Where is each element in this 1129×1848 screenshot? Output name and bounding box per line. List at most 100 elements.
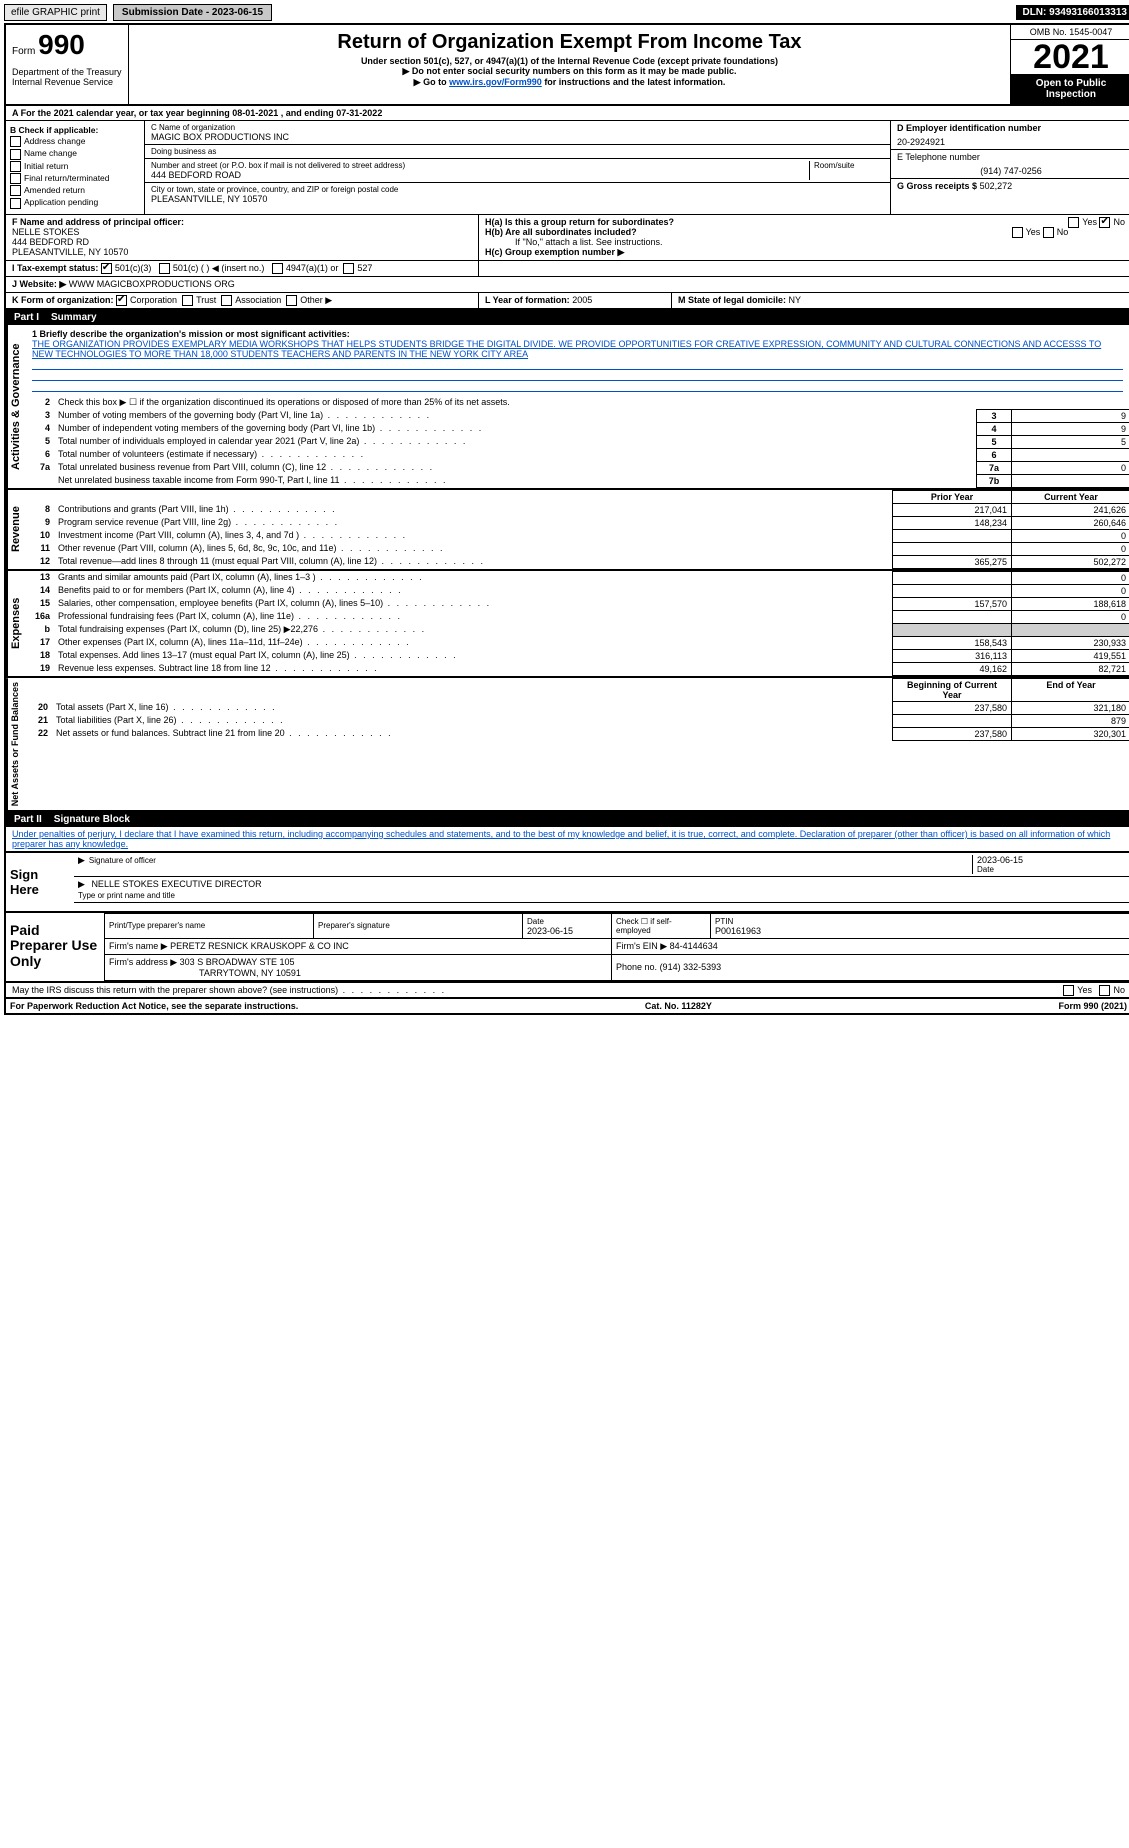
ein-value: 20-2924921 (897, 137, 1125, 147)
irs-link[interactable]: www.irs.gov/Form990 (449, 77, 542, 87)
cat-no: Cat. No. 11282Y (645, 1001, 712, 1011)
table-row: 7aTotal unrelated business revenue from … (24, 461, 1129, 474)
cb-4947[interactable] (272, 263, 283, 274)
hc-label: H(c) Group exemption number ▶ (485, 247, 1125, 258)
table-row: 11Other revenue (Part VIII, column (A), … (24, 542, 1129, 555)
sig-officer-label: Signature of officer (89, 856, 156, 865)
part-i-title: Summary (51, 312, 97, 323)
pra-notice: For Paperwork Reduction Act Notice, see … (10, 1001, 298, 1011)
i-label: I Tax-exempt status: (12, 263, 98, 273)
box-b-label: B Check if applicable: (10, 125, 140, 135)
firm-name: PERETZ RESNICK KRAUSKOPF & CO INC (170, 941, 349, 951)
vlabel-expenses: Expenses (6, 571, 24, 676)
table-row: 18Total expenses. Add lines 13–17 (must … (24, 649, 1129, 662)
cb-501c3[interactable] (101, 263, 112, 274)
governance-table: 2Check this box ▶ ☐ if the organization … (24, 396, 1129, 409)
h-date: Date (527, 917, 544, 926)
table-row: 17Other expenses (Part IX, column (A), l… (24, 636, 1129, 649)
table-row: Net unrelated business taxable income fr… (24, 474, 1129, 487)
section-b-c-d: B Check if applicable: Address change Na… (6, 121, 1129, 215)
part-ii-title: Signature Block (54, 814, 130, 825)
row-f-h: F Name and address of principal officer:… (6, 215, 1129, 261)
part-i-header: Part I Summary (6, 310, 1129, 325)
cb-assoc[interactable] (221, 295, 232, 306)
table-row: 10Investment income (Part VIII, column (… (24, 529, 1129, 542)
subtitle-1: Under section 501(c), 527, or 4947(a)(1)… (133, 56, 1006, 66)
officer-addr: 444 BEDFORD RD (12, 237, 472, 247)
gross-value: 502,272 (980, 181, 1013, 191)
m-value: NY (789, 295, 802, 305)
ptin: P00161963 (715, 926, 761, 936)
box-c: C Name of organization MAGIC BOX PRODUCT… (145, 121, 890, 214)
mission-text[interactable]: THE ORGANIZATION PROVIDES EXEMPLARY MEDI… (32, 339, 1123, 359)
cb-527[interactable] (343, 263, 354, 274)
sign-here-label: Sign Here (6, 853, 74, 911)
form-prefix: Form (12, 46, 35, 57)
col-end: End of Year (1012, 678, 1129, 701)
col-begin: Beginning of Current Year (893, 678, 1012, 701)
hb-note: If "No," attach a list. See instructions… (485, 237, 1125, 247)
firm-addr-label: Firm's address ▶ (109, 957, 177, 967)
firm-addr1: 303 S BROADWAY STE 105 (180, 957, 295, 967)
k-label: K Form of organization: (12, 295, 114, 305)
hb-no-cb[interactable] (1043, 227, 1054, 238)
table-row: 8Contributions and grants (Part VIII, li… (24, 503, 1129, 516)
cb-corp[interactable] (116, 295, 127, 306)
table-row: 15Salaries, other compensation, employee… (24, 597, 1129, 610)
table-row: 21Total liabilities (Part X, line 26)879 (22, 714, 1129, 727)
cb-pending: Application pending (10, 197, 140, 208)
row-k-l-m: K Form of organization: Corporation Trus… (6, 293, 1129, 310)
subtitle-3-post: for instructions and the latest informat… (544, 77, 725, 87)
name-title-label: Type or print name and title (78, 891, 175, 900)
firm-name-label: Firm's name ▶ (109, 941, 168, 951)
hb-label: H(b) Are all subordinates included? (485, 227, 637, 237)
line2: Check this box ▶ ☐ if the organization d… (54, 396, 1129, 409)
topbar: efile GRAPHIC print Submission Date - 20… (4, 4, 1129, 21)
submission-date-button[interactable]: Submission Date - 2023-06-15 (113, 4, 272, 21)
discuss-no-cb[interactable] (1099, 985, 1110, 996)
paid-preparer-block: Paid Preparer Use Only Print/Type prepar… (6, 911, 1129, 983)
ha-yes-cb[interactable] (1068, 217, 1079, 228)
ha-label: H(a) Is this a group return for subordin… (485, 217, 674, 227)
table-row: 9Program service revenue (Part VIII, lin… (24, 516, 1129, 529)
governance-block: Activities & Governance 1 Briefly descri… (6, 325, 1129, 490)
website: WWW MAGICBOXPRODUCTIONS ORG (69, 279, 235, 289)
hb-yes-cb[interactable] (1012, 227, 1023, 238)
discuss-row: May the IRS discuss this return with the… (6, 983, 1129, 999)
h-name: Print/Type preparer's name (105, 913, 314, 938)
cb-trust[interactable] (182, 295, 193, 306)
cb-amended: Amended return (10, 185, 140, 196)
discuss-q: May the IRS discuss this return with the… (12, 985, 446, 995)
dept-label: Department of the Treasury Internal Reve… (6, 65, 128, 104)
col-current: Current Year (1012, 490, 1129, 503)
table-row: 22Net assets or fund balances. Subtract … (22, 727, 1129, 740)
expenses-block: Expenses 13Grants and similar amounts pa… (6, 571, 1129, 678)
paid-label: Paid Preparer Use Only (6, 913, 104, 981)
table-row: 20Total assets (Part X, line 16)237,5803… (22, 701, 1129, 714)
paid-phone-label: Phone no. (616, 962, 657, 972)
cb-other[interactable] (286, 295, 297, 306)
sign-here-block: Sign Here Signature of officer 2023-06-1… (6, 851, 1129, 911)
h-check: Check ☐ if self-employed (612, 913, 711, 938)
form-ref: Form 990 (2021) (1058, 1001, 1127, 1011)
org-name: MAGIC BOX PRODUCTIONS INC (151, 132, 884, 142)
discuss-yes-cb[interactable] (1063, 985, 1074, 996)
row-j: J Website: ▶ WWW MAGICBOXPRODUCTIONS ORG (6, 277, 1129, 293)
table-row: bTotal fundraising expenses (Part IX, co… (24, 623, 1129, 636)
part-i-num: Part I (14, 312, 39, 323)
m-label: M State of legal domicile: (678, 295, 786, 305)
cb-initial: Initial return (10, 161, 140, 172)
cb-501c[interactable] (159, 263, 170, 274)
subtitle-3-pre: ▶ Go to (414, 77, 449, 87)
ha-no-cb[interactable] (1099, 217, 1110, 228)
efile-label: efile GRAPHIC print (4, 4, 107, 21)
table-row: 5Total number of individuals employed in… (24, 435, 1129, 448)
dba-label: Doing business as (151, 147, 884, 156)
part-ii-num: Part II (14, 814, 42, 825)
vlabel-net: Net Assets or Fund Balances (6, 678, 22, 810)
paid-phone: (914) 332-5393 (660, 962, 722, 972)
ein-label: D Employer identification number (897, 123, 1125, 133)
paid-date: 2023-06-15 (527, 926, 573, 936)
inspection-label: Open to Public Inspection (1011, 74, 1129, 104)
form-title: Return of Organization Exempt From Incom… (133, 31, 1006, 54)
